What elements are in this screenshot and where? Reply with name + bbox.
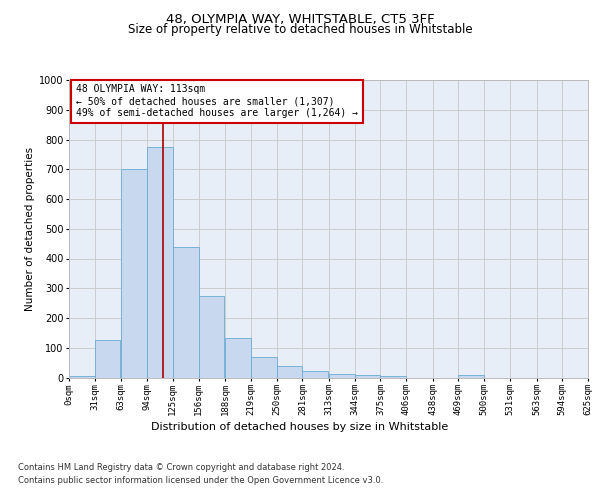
Bar <box>69 376 95 378</box>
Bar <box>380 376 406 378</box>
Bar <box>355 374 380 378</box>
Bar <box>147 147 173 378</box>
Bar <box>458 375 484 378</box>
Bar <box>302 371 328 378</box>
Text: 48, OLYMPIA WAY, WHITSTABLE, CT5 3FF: 48, OLYMPIA WAY, WHITSTABLE, CT5 3FF <box>166 12 434 26</box>
Bar <box>329 374 355 378</box>
Bar <box>95 340 121 378</box>
Text: 48 OLYMPIA WAY: 113sqm
← 50% of detached houses are smaller (1,307)
49% of semi-: 48 OLYMPIA WAY: 113sqm ← 50% of detached… <box>76 84 358 117</box>
Bar <box>199 296 224 378</box>
Bar <box>173 246 199 378</box>
Y-axis label: Number of detached properties: Number of detached properties <box>25 146 35 311</box>
Bar <box>251 356 277 378</box>
Text: Size of property relative to detached houses in Whitstable: Size of property relative to detached ho… <box>128 24 472 36</box>
Bar <box>225 338 251 378</box>
Text: Distribution of detached houses by size in Whitstable: Distribution of detached houses by size … <box>151 422 449 432</box>
Text: Contains HM Land Registry data © Crown copyright and database right 2024.: Contains HM Land Registry data © Crown c… <box>18 462 344 471</box>
Bar <box>121 169 147 378</box>
Text: Contains public sector information licensed under the Open Government Licence v3: Contains public sector information licen… <box>18 476 383 485</box>
Bar <box>277 366 302 378</box>
